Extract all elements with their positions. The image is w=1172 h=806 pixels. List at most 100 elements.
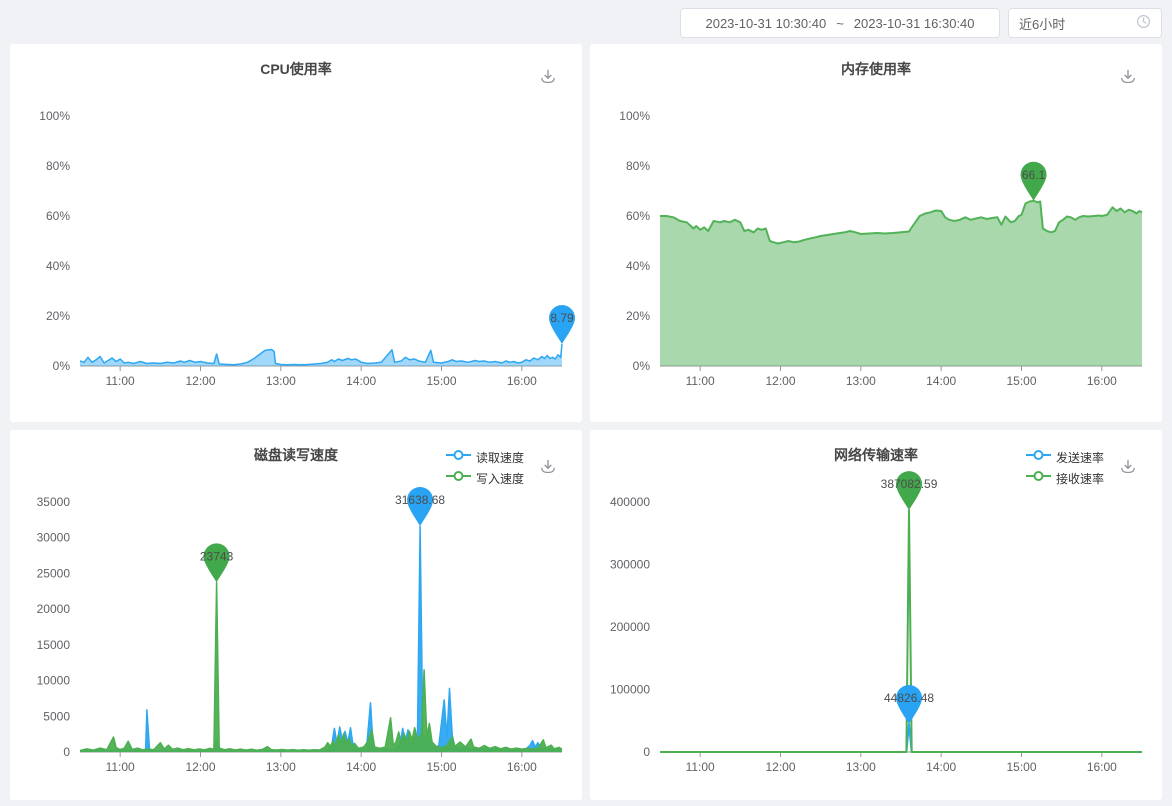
series-line — [80, 526, 562, 751]
x-axis-tick-label: 12:00 — [185, 374, 215, 388]
y-axis-tick-label: 0% — [53, 359, 71, 373]
y-axis-tick-label: 80% — [46, 159, 70, 173]
y-axis-tick-label: 10000 — [37, 674, 71, 688]
download-icon — [538, 457, 560, 477]
cpu-chart-title: CPU使用率 — [10, 58, 582, 80]
legend-item-read-speed[interactable]: 读取速度 — [446, 448, 524, 466]
cpu-chart-canvas[interactable]: 0% 20% 40% 60% 80% 100% 11:00 12:00 13:00 14:00 15… — [10, 86, 582, 411]
chart-grid: CPU使用率 0% 20% 40% 60% 80% 100% 11:00 12:00 13:00… — [0, 44, 1172, 800]
network-legend: 发送速率 接收速率 — [1026, 448, 1104, 487]
x-axis-tick-label: 15:00 — [1006, 760, 1036, 774]
y-axis-tick-label: 100000 — [610, 683, 650, 697]
legend-label: 发送速率 — [1056, 449, 1104, 466]
x-axis-tick-label: 12:00 — [765, 374, 795, 388]
y-axis-tick-label: 15000 — [37, 638, 71, 652]
x-axis-tick-label: 12:00 — [185, 760, 215, 774]
y-axis-tick-label: 5000 — [43, 709, 70, 723]
markpoint-label: 66.1 — [1022, 168, 1046, 182]
network-download-button[interactable] — [1118, 456, 1140, 478]
line-series-icon — [1026, 448, 1051, 466]
series-line — [80, 582, 562, 750]
y-axis-tick-label: 200000 — [610, 620, 650, 634]
date-start: 2023-10-31 10:30:40 — [705, 16, 826, 31]
x-axis-tick-label: 15:00 — [426, 760, 456, 774]
chart-svg: 0% 20% 40% 60% 80% 100% 11:00 12:00 13:00 14:00 15… — [10, 86, 582, 406]
series-area — [660, 201, 1142, 366]
chart-svg: 010000020000030000040000011:0012:0013:00… — [590, 472, 1162, 792]
markpoint-label: 387082.59 — [881, 477, 938, 491]
chart-svg: 0%20%40%60%80%100%11:0012:0013:0014:0015… — [590, 86, 1162, 406]
x-axis-tick-label: 13:00 — [266, 374, 296, 388]
series-line — [660, 510, 1142, 752]
disk-chart-canvas[interactable]: 0500010000150002000025000300003500011:00… — [10, 472, 582, 797]
quick-range-value: 近6小时 — [1019, 14, 1065, 33]
x-axis-tick-label: 13:00 — [266, 760, 296, 774]
download-icon — [1118, 67, 1140, 87]
markpoint-label: 8.79 — [550, 311, 574, 325]
y-axis-tick-label: 0% — [633, 359, 651, 373]
legend-item-write-speed[interactable]: 写入速度 — [446, 469, 524, 487]
y-axis-tick-label: 80% — [626, 159, 650, 173]
memory-usage-card: 内存使用率 0%20%40%60%80%100%11:0012:0013:001… — [590, 44, 1162, 422]
markpoint-label: 44826.48 — [884, 691, 934, 705]
x-axis-tick-label: 14:00 — [346, 374, 376, 388]
y-axis-tick-label: 60% — [46, 209, 70, 223]
y-axis-tick-label: 20000 — [37, 602, 71, 616]
line-series-icon — [446, 469, 471, 487]
download-icon — [538, 67, 560, 87]
network-rate-card: 网络传输速率 发送速率 接收速率 01000002000003000004000… — [590, 430, 1162, 800]
y-axis-tick-label: 100% — [39, 109, 70, 123]
legend-label: 读取速度 — [476, 449, 524, 466]
monitoring-dashboard: 2023-10-31 10:30:40 ~ 2023-10-31 16:30:4… — [0, 0, 1172, 806]
y-axis-tick-label: 40% — [626, 259, 650, 273]
cpu-download-button[interactable] — [538, 66, 560, 88]
x-axis-tick-label: 16:00 — [1087, 760, 1117, 774]
y-axis-tick-label: 0 — [63, 745, 70, 759]
y-axis-tick-label: 25000 — [37, 566, 71, 580]
chart-svg: 0500010000150002000025000300003500011:00… — [10, 472, 582, 792]
toolbar: 2023-10-31 10:30:40 ~ 2023-10-31 16:30:4… — [0, 0, 1172, 44]
date-range-input[interactable]: 2023-10-31 10:30:40 ~ 2023-10-31 16:30:4… — [680, 8, 1000, 38]
x-axis-tick-label: 14:00 — [926, 374, 956, 388]
y-axis-tick-label: 400000 — [610, 495, 650, 509]
x-axis-tick-label: 14:00 — [346, 760, 376, 774]
x-axis-tick-label: 16:00 — [507, 374, 537, 388]
disk-legend: 读取速度 写入速度 — [446, 448, 524, 487]
date-end: 2023-10-31 16:30:40 — [854, 16, 975, 31]
quick-range-select[interactable]: 近6小时 — [1008, 8, 1162, 38]
x-axis-tick-label: 15:00 — [426, 374, 456, 388]
y-axis-tick-label: 40% — [46, 259, 70, 273]
clock-icon — [1136, 14, 1151, 32]
x-axis-tick-label: 11:00 — [686, 374, 715, 388]
disk-download-button[interactable] — [538, 456, 560, 478]
x-axis-tick-label: 11:00 — [106, 374, 135, 388]
x-axis-tick-label: 13:00 — [846, 374, 876, 388]
x-axis-tick-label: 14:00 — [926, 760, 956, 774]
series-line — [660, 724, 1142, 752]
legend-item-send-rate[interactable]: 发送速率 — [1026, 448, 1104, 466]
legend-label: 接收速率 — [1056, 470, 1104, 487]
line-series-icon — [446, 448, 471, 466]
x-axis-tick-label: 12:00 — [765, 760, 795, 774]
cpu-usage-card: CPU使用率 0% 20% 40% 60% 80% 100% 11:00 12:00 13:00… — [10, 44, 582, 422]
series-line — [80, 344, 562, 365]
x-axis-tick-label: 15:00 — [1006, 374, 1036, 388]
network-chart-canvas[interactable]: 010000020000030000040000011:0012:0013:00… — [590, 472, 1162, 797]
markpoint-label: 31638.68 — [395, 493, 445, 507]
y-axis-tick-label: 20% — [46, 309, 70, 323]
download-icon — [1118, 457, 1140, 477]
y-axis-tick-label: 300000 — [610, 558, 650, 572]
legend-label: 写入速度 — [476, 470, 524, 487]
series-area — [80, 526, 562, 752]
y-axis-tick-label: 35000 — [37, 495, 71, 509]
x-axis-tick-label: 16:00 — [507, 760, 537, 774]
x-axis-tick-label: 11:00 — [686, 760, 715, 774]
x-axis-tick-label: 13:00 — [846, 760, 876, 774]
line-series-icon — [1026, 469, 1051, 487]
y-axis-tick-label: 100% — [619, 109, 650, 123]
memory-download-button[interactable] — [1118, 66, 1140, 88]
legend-item-receive-rate[interactable]: 接收速率 — [1026, 469, 1104, 487]
memory-chart-canvas[interactable]: 0%20%40%60%80%100%11:0012:0013:0014:0015… — [590, 86, 1162, 411]
date-range-separator: ~ — [836, 16, 844, 31]
y-axis-tick-label: 30000 — [37, 531, 71, 545]
